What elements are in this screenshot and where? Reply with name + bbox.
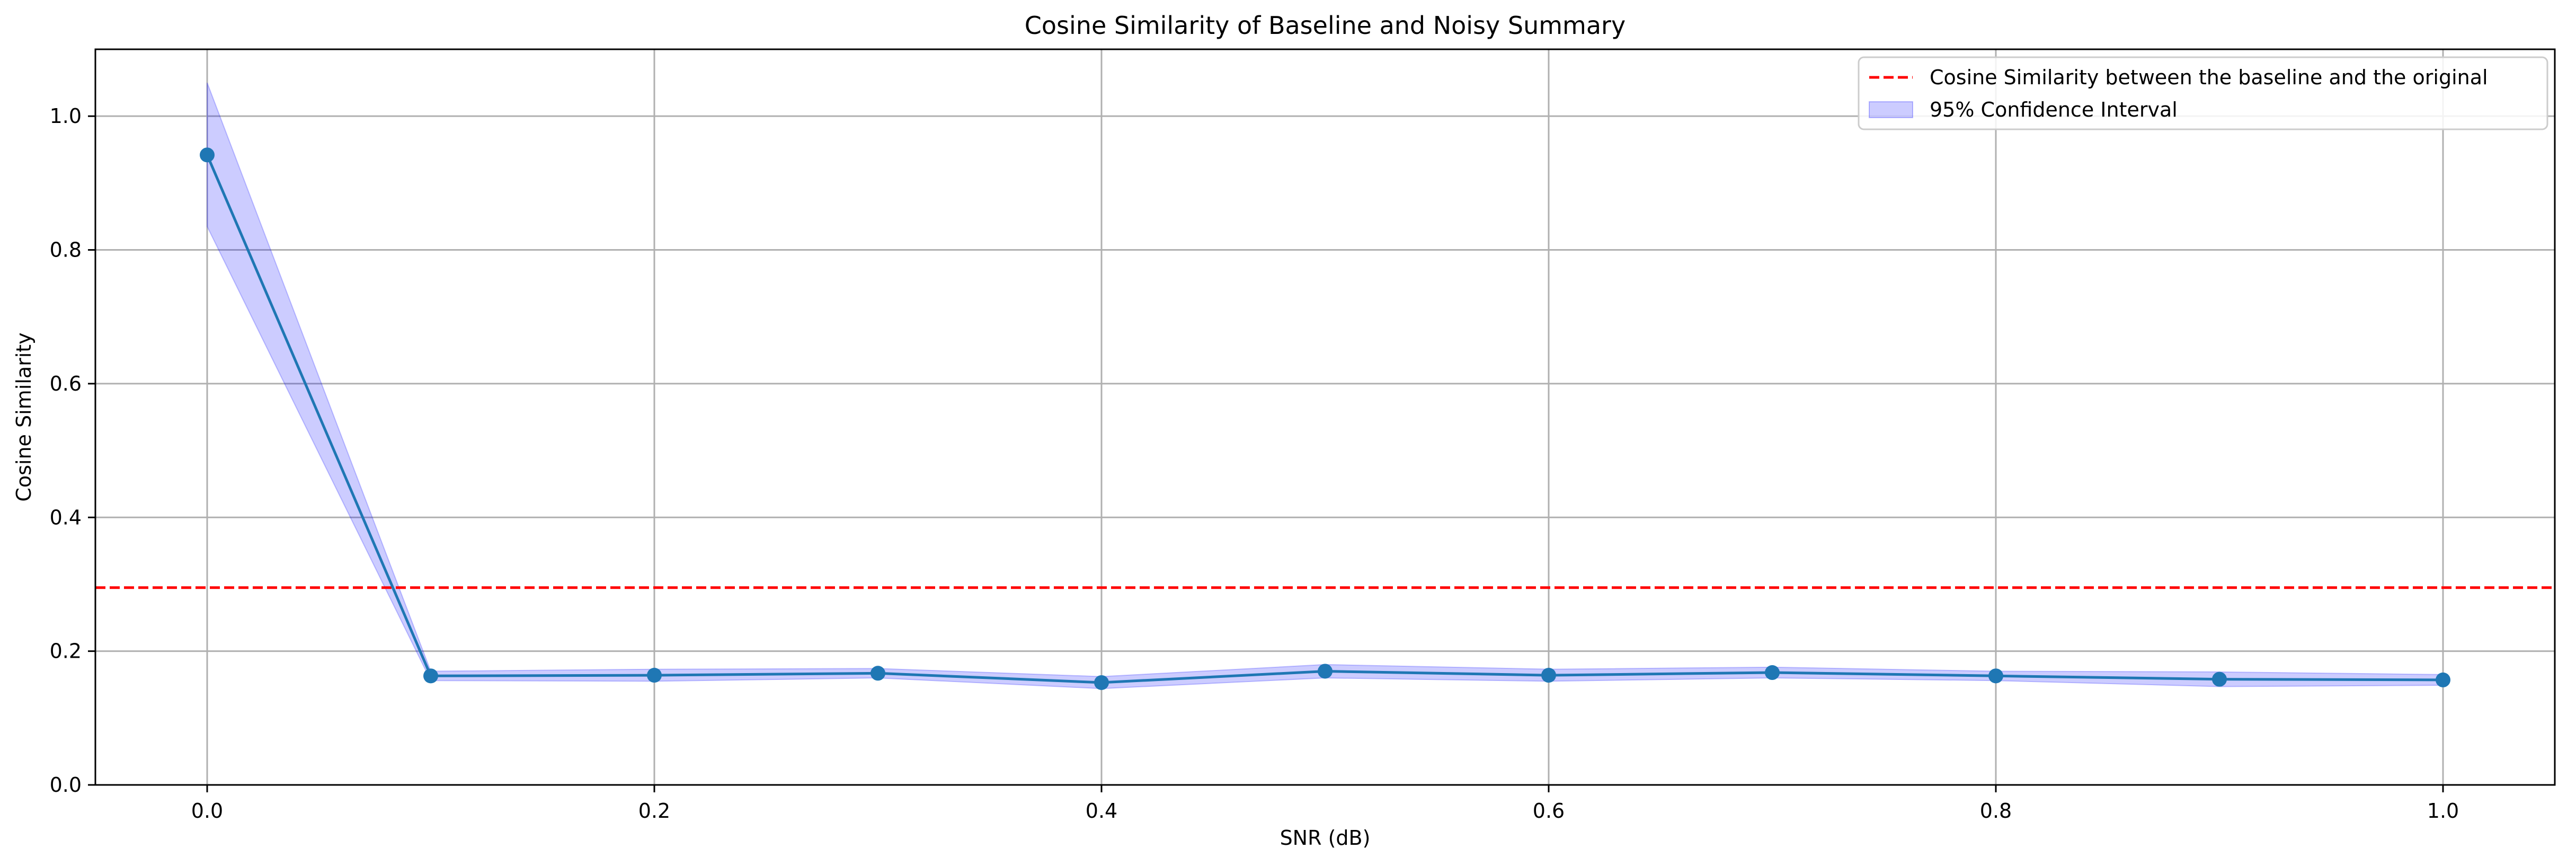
legend: Cosine Similarity between the baseline a… bbox=[1858, 56, 2548, 130]
legend-confidence-swatch bbox=[1869, 101, 1913, 118]
plot-frame bbox=[94, 48, 2556, 786]
data-point bbox=[1765, 665, 1780, 681]
x-tick-label: 0.6 bbox=[1533, 799, 1565, 823]
data-point bbox=[423, 668, 438, 684]
data-point bbox=[870, 666, 885, 681]
legend-box bbox=[1858, 56, 2548, 130]
x-tick-label: 0.4 bbox=[1086, 799, 1117, 823]
x-tick-label: 0.8 bbox=[1980, 799, 2012, 823]
y-tick-label: 0.0 bbox=[50, 773, 82, 797]
y-tick-label: 0.8 bbox=[50, 238, 82, 262]
x-axis-title: SNR (dB) bbox=[1280, 826, 1371, 850]
y-tick-label: 0.4 bbox=[50, 506, 82, 529]
data-point bbox=[1094, 675, 1109, 690]
y-tick-label: 0.2 bbox=[50, 640, 82, 663]
x-axis-ticks: 0.0 0.2 0.4 0.6 0.8 1.0 bbox=[191, 785, 2459, 823]
y-axis-title: Cosine Similarity bbox=[12, 332, 35, 501]
x-tick-label: 1.0 bbox=[2427, 799, 2459, 823]
data-point bbox=[2212, 671, 2227, 687]
data-point bbox=[1541, 668, 1556, 683]
x-tick-label: 0.2 bbox=[638, 799, 670, 823]
data-point bbox=[2436, 672, 2450, 687]
legend-confidence-label: 95% Confidence Interval bbox=[1930, 98, 2178, 121]
data-point bbox=[1988, 668, 2003, 684]
y-tick-label: 0.6 bbox=[50, 372, 82, 395]
legend-reference-label: Cosine Similarity between the baseline a… bbox=[1930, 66, 2488, 89]
chart-title: Cosine Similarity of Baseline and Noisy … bbox=[1025, 11, 1625, 40]
data-point bbox=[200, 147, 215, 163]
y-axis-ticks: 0.0 0.2 0.4 0.6 0.8 1.0 bbox=[50, 104, 95, 797]
series-layer bbox=[200, 147, 2450, 690]
data-point bbox=[647, 668, 662, 683]
y-tick-label: 1.0 bbox=[50, 104, 82, 128]
data-point bbox=[1318, 664, 1333, 679]
x-tick-label: 0.0 bbox=[191, 799, 223, 823]
